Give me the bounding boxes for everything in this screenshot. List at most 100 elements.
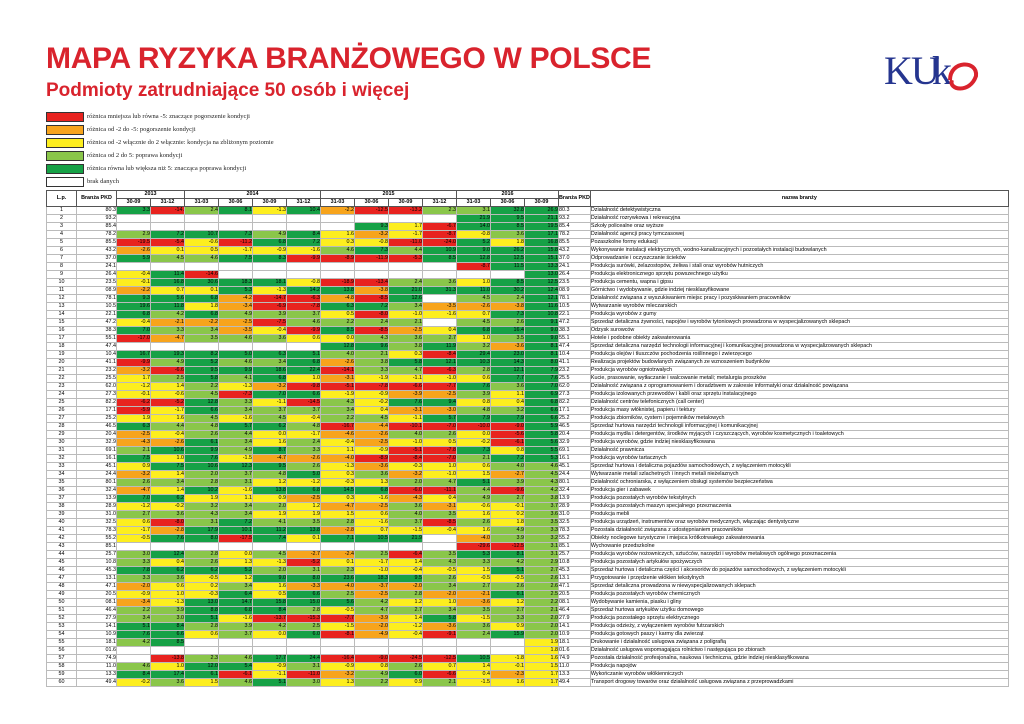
value-cell <box>354 646 389 655</box>
value-cell: 7.9 <box>490 414 525 423</box>
pkd-code-right: 31.0 <box>558 510 591 519</box>
industry-name: Szkoły policealne oraz wyższe <box>589 222 1009 231</box>
value-cell: 7.0 <box>524 382 559 391</box>
lp-header: L.p. <box>46 190 77 207</box>
value-cell: -1.0 <box>422 374 457 383</box>
value-cell: 3.3 <box>116 574 151 583</box>
industry-name: Produkcja wyrobów, gdzie indziej nieskla… <box>589 438 1009 447</box>
value-cell: 30.2 <box>490 286 525 295</box>
value-cell: -5.6 <box>490 430 525 439</box>
value-cell: 8.1 <box>524 342 559 351</box>
value-cell: 6.6 <box>286 390 321 399</box>
period-header: 30-09 <box>388 198 423 207</box>
page-title: MAPA RYZYKA BRANŻOWEGO W POLSCE <box>46 42 652 75</box>
value-cell: 23.0 <box>490 350 525 359</box>
value-cell: -8.4 <box>422 350 457 359</box>
value-cell: 3.4 <box>218 438 253 447</box>
row-number: 45 <box>46 558 77 567</box>
value-cell: 1.6 <box>150 414 185 423</box>
value-cell: -0.5 <box>184 574 219 583</box>
value-cell: 3.5 <box>490 334 525 343</box>
value-cell: 4.0 <box>388 510 423 519</box>
row-number: 7 <box>46 254 77 263</box>
value-cell: -3.5 <box>422 302 457 311</box>
svg-text:k: k <box>932 48 952 93</box>
pkd-code-right: 13.9 <box>558 494 591 503</box>
value-cell: 4.6 <box>286 318 321 327</box>
industry-name: Wychowanie przedszkolne <box>589 542 1009 551</box>
value-cell: 3.4 <box>116 614 151 623</box>
pkd-header: Branża PKD <box>76 190 117 207</box>
value-cell: 5.2 <box>218 566 253 575</box>
value-cell: 1.6 <box>252 582 287 591</box>
value-cell: 4.4 <box>456 486 491 495</box>
value-cell: 2.0 <box>388 478 423 487</box>
value-cell: 2.8 <box>388 590 423 599</box>
value-cell: 2.2 <box>320 414 355 423</box>
value-cell <box>388 646 423 655</box>
value-cell: 2.2 <box>524 598 559 607</box>
value-cell: 3.6 <box>524 510 559 519</box>
table-row: 56 01.6 1.8 01.6 Działalność usługowa wspoma… <box>46 646 1009 655</box>
value-cell: 3.1 <box>286 566 321 575</box>
value-cell: 3.3 <box>218 398 253 407</box>
value-cell: 1.0 <box>456 334 491 343</box>
value-cell: 2.7 <box>524 566 559 575</box>
table-row: 34 24.4 -3.2 1.4 2.0 3.7 4.8 5.0 0.3 3.6 -3.2 -1.0 1… <box>46 470 1009 479</box>
value-cell: 5.5 <box>524 446 559 455</box>
value-cell: 13.0 <box>524 270 559 279</box>
table-row: 38 28.9 -1.2 -0.2 3.2 3.4 2.0 1.2 -4.7 -2.5 3.6 -3.… <box>46 502 1009 511</box>
value-cell: 3.4 <box>252 358 287 367</box>
value-cell: -0.8 <box>456 230 491 239</box>
row-number: 5 <box>46 238 77 247</box>
value-cell: 0.6 <box>116 518 151 527</box>
table-row: 54 10.9 7.6 6.6 0.6 3.7 0.0 6.0 -8.1 -4.9 -0.4 -9.1… <box>46 630 1009 639</box>
value-cell: 18.1 <box>252 278 287 287</box>
value-cell: 1.9 <box>524 638 559 647</box>
pkd-code-right: 80.3 <box>558 206 591 215</box>
value-cell: 1.8 <box>490 518 525 527</box>
row-number: 18 <box>46 342 77 351</box>
value-cell: -1.6 <box>354 494 389 503</box>
industry-name: Działalność rozrywkowa i rekreacyjna <box>589 214 1009 223</box>
value-cell: -5.1 <box>388 446 423 455</box>
value-cell: 6.3 <box>116 422 151 431</box>
industry-name: Produkcja gotowych paszy i karmy dla zwi… <box>589 630 1009 639</box>
value-cell: 0.2 <box>184 582 219 591</box>
table-row: 7 37.0 5.9 4.5 4.6 7.5 8.3 -9.9 -8.9 -11.9 -5.3 8.5… <box>46 254 1009 263</box>
pkd-code: 24.4 <box>76 470 117 479</box>
pkd-code: 31.0 <box>76 510 117 519</box>
value-cell: 2.6 <box>456 518 491 527</box>
value-cell <box>252 342 287 351</box>
value-cell: -3.2 <box>320 670 355 679</box>
industry-name: Produkcja wyrobów ogniotrwałych <box>589 366 1009 375</box>
industry-name: Produkcja urządzeń, instrumentów oraz wy… <box>589 518 1009 527</box>
value-cell: 4.5 <box>524 470 559 479</box>
pkd-code-right: 46.4 <box>558 606 591 615</box>
value-cell: -1.2 <box>116 502 151 511</box>
value-cell: -13.4 <box>354 278 389 287</box>
value-cell: 3.4 <box>320 406 355 415</box>
value-cell: 7.7 <box>490 374 525 383</box>
value-cell: 2.1 <box>456 454 491 463</box>
pkd-code: 46.5 <box>76 422 117 431</box>
value-cell: 3.3 <box>490 614 525 623</box>
value-cell: -2.6 <box>286 454 321 463</box>
value-cell: 3.5 <box>286 518 321 527</box>
value-cell: 0.9 <box>252 494 287 503</box>
year-header-2016: 2016 <box>456 190 559 199</box>
pkd-code-right: 46.5 <box>558 422 591 431</box>
value-cell: 10.9 <box>422 246 457 255</box>
value-cell: 0.6 <box>456 374 491 383</box>
pkd-code-right: 55.2 <box>558 534 591 543</box>
pkd-code-right: 22.1 <box>558 310 591 319</box>
value-cell: 21.1 <box>524 214 559 223</box>
value-cell: 7.0 <box>116 494 151 503</box>
value-cell: -2.6 <box>320 358 355 367</box>
value-cell: 13.8 <box>252 486 287 495</box>
value-cell: 4.4 <box>150 422 185 431</box>
value-cell: -1.6 <box>218 614 253 623</box>
value-cell <box>490 270 525 279</box>
pkd-code: 14.1 <box>76 622 117 631</box>
value-cell: 3.7 <box>286 406 321 415</box>
